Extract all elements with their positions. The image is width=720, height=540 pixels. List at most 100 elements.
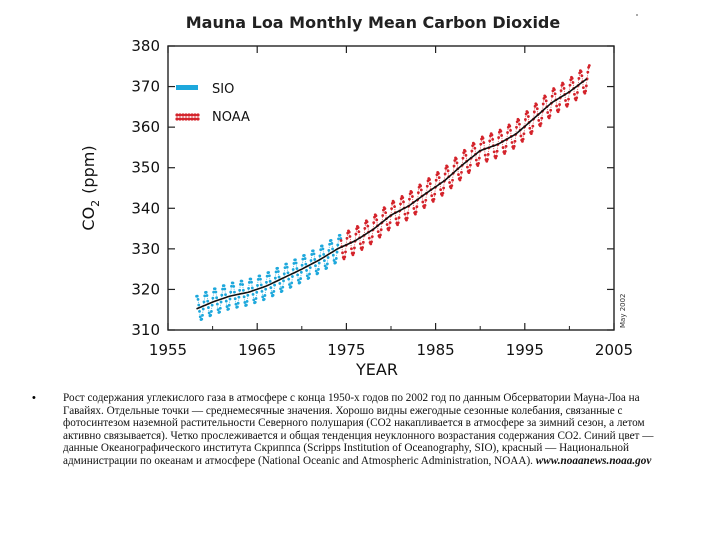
y-tick-label: 370 [131, 78, 160, 96]
data-point [361, 240, 365, 244]
data-point [477, 161, 480, 165]
x-axis-ticks: 1955 1965 1975 1985 1995 2005 [149, 46, 633, 359]
x-axis-label: YEAR [355, 360, 398, 379]
data-point [506, 131, 509, 134]
point-connector [397, 217, 400, 223]
data-point [570, 76, 574, 80]
point-connector [576, 92, 578, 98]
legend-swatch-noaa [175, 113, 200, 121]
data-point [450, 184, 454, 188]
point-connector [295, 262, 298, 269]
data-point [522, 132, 526, 136]
data-point [397, 216, 401, 220]
point-connector [351, 248, 353, 254]
data-point [557, 108, 561, 112]
point-connector [549, 110, 551, 116]
point-connector [395, 218, 398, 224]
point-connector [487, 154, 489, 160]
legend-label-sio: SIO [212, 82, 234, 97]
point-connector [424, 200, 427, 206]
legend-dot-noaa [181, 117, 185, 121]
point-connector [531, 126, 534, 132]
point-connector [342, 252, 344, 258]
point-connector [415, 206, 418, 212]
data-point [452, 164, 456, 168]
x-tick-label: 2005 [595, 341, 633, 359]
point-connector [304, 258, 307, 265]
point-connector [444, 168, 447, 174]
point-connector [406, 212, 409, 219]
point-connector [251, 282, 253, 288]
point-connector [478, 158, 480, 164]
point-connector [199, 311, 201, 317]
point-connector [499, 129, 501, 133]
caption-link: www.noaanews.noaa.gov [535, 454, 652, 467]
point-connector [307, 275, 309, 279]
data-point [361, 246, 365, 249]
point-connector [569, 79, 572, 86]
x-tick-label: 1955 [149, 341, 187, 359]
data-point [459, 176, 463, 180]
point-connector [413, 208, 415, 213]
y-axis-label-unit: (ppm) [79, 145, 98, 193]
legend-dot-noaa [193, 117, 197, 121]
data-point [345, 236, 349, 240]
point-connector [365, 220, 367, 224]
y-axis-label: CO2 (ppm) [79, 145, 102, 230]
legend-swatch-sio [176, 85, 198, 90]
data-point [581, 86, 585, 90]
point-connector [440, 189, 442, 194]
point-connector [269, 275, 271, 282]
x-tick-label: 1985 [417, 341, 455, 359]
x-tick-label: 1975 [327, 341, 365, 359]
point-connector [579, 70, 581, 74]
point-connector [393, 202, 395, 207]
point-connector [374, 214, 376, 218]
point-connector [286, 267, 289, 273]
point-connector [560, 85, 563, 91]
data-point [517, 118, 521, 122]
legend-dot-noaa [175, 117, 179, 121]
point-connector [498, 132, 500, 138]
data-point [587, 64, 591, 67]
data-points [195, 64, 591, 322]
legend-dot-noaa [193, 113, 197, 117]
date-stamp: May 2002 [619, 293, 627, 328]
point-connector [525, 111, 528, 115]
point-connector [460, 172, 462, 178]
data-point [530, 130, 534, 133]
data-point [513, 139, 517, 143]
point-connector [585, 85, 587, 92]
legend-dot-noaa [190, 117, 194, 121]
y-tick-label: 320 [131, 280, 160, 298]
data-point [335, 250, 339, 254]
data-point [559, 89, 563, 93]
point-connector [333, 255, 335, 261]
point-connector [496, 151, 498, 157]
point-connector [489, 135, 491, 141]
caption-text: Рост содержания углекислого газа в атмос… [63, 392, 654, 467]
y-tick-label: 380 [131, 37, 160, 55]
point-connector [402, 197, 404, 202]
point-connector [454, 157, 456, 161]
data-point [580, 74, 584, 78]
point-connector [426, 180, 429, 187]
point-connector [217, 304, 219, 310]
point-connector [391, 203, 393, 209]
point-connector [362, 242, 364, 248]
data-point [544, 95, 547, 99]
point-connector [435, 174, 438, 181]
point-connector [208, 307, 210, 313]
point-connector [261, 291, 263, 297]
point-connector [508, 124, 510, 128]
point-connector [453, 160, 456, 167]
point-connector [462, 152, 464, 159]
point-connector [306, 270, 308, 276]
point-connector [525, 114, 527, 120]
y-tick-label: 330 [131, 240, 160, 258]
point-connector [570, 77, 572, 80]
data-point [337, 237, 340, 241]
data-point [406, 211, 410, 215]
point-connector [493, 151, 496, 157]
data-point [586, 70, 590, 74]
